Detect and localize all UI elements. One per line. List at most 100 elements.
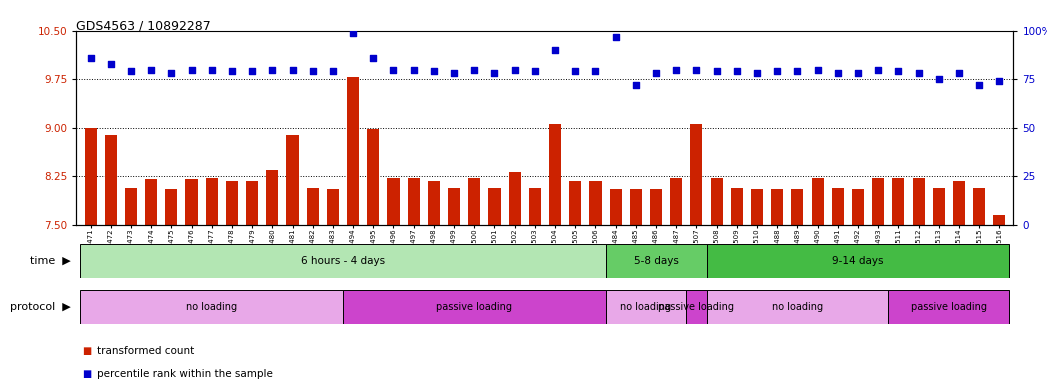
Point	[789, 68, 806, 74]
Bar	[226, 181, 238, 225]
Point	[890, 68, 907, 74]
Point	[587, 68, 604, 74]
Bar	[347, 77, 359, 225]
Point	[325, 68, 341, 74]
Point	[527, 68, 543, 74]
Point	[224, 68, 241, 74]
Point	[607, 33, 624, 40]
Bar	[448, 188, 460, 225]
Point	[566, 68, 583, 74]
Point	[990, 78, 1007, 84]
Text: passive loading: passive loading	[437, 302, 512, 312]
Point	[547, 47, 563, 53]
Bar	[933, 188, 944, 225]
Point	[829, 70, 846, 76]
Bar	[707, 290, 888, 324]
Bar	[307, 188, 318, 225]
Point	[344, 30, 361, 36]
Point	[809, 66, 826, 73]
Point	[203, 66, 220, 73]
Point	[910, 70, 927, 76]
Point	[708, 68, 725, 74]
Point	[768, 68, 785, 74]
Point	[870, 66, 887, 73]
Bar	[81, 244, 605, 278]
Point	[749, 70, 765, 76]
Text: no loading: no loading	[772, 302, 823, 312]
Bar	[892, 178, 905, 225]
Text: protocol  ▶: protocol ▶	[10, 302, 71, 312]
Point	[142, 66, 159, 73]
Point	[385, 66, 402, 73]
Point	[931, 76, 948, 82]
Point	[446, 70, 463, 76]
Point	[244, 68, 261, 74]
Text: time  ▶: time ▶	[30, 256, 71, 266]
Bar	[205, 178, 218, 225]
Bar	[711, 178, 722, 225]
Bar	[529, 188, 541, 225]
Bar	[287, 136, 298, 225]
Bar	[831, 188, 844, 225]
Bar	[81, 290, 343, 324]
Point	[305, 68, 321, 74]
Point	[365, 55, 382, 61]
Bar	[428, 181, 440, 225]
Bar	[407, 178, 420, 225]
Bar	[670, 178, 683, 225]
Bar	[488, 188, 500, 225]
Bar	[650, 189, 662, 225]
Text: GDS4563 / 10892287: GDS4563 / 10892287	[76, 19, 211, 32]
Point	[849, 70, 866, 76]
Point	[951, 70, 967, 76]
Bar	[811, 178, 824, 225]
Bar	[751, 189, 763, 225]
Bar	[605, 244, 707, 278]
Bar	[185, 179, 198, 225]
Point	[264, 66, 281, 73]
Point	[729, 68, 745, 74]
Text: transformed count: transformed count	[97, 346, 195, 356]
Point	[627, 82, 644, 88]
Bar	[387, 178, 400, 225]
Bar	[105, 136, 117, 225]
Bar	[913, 178, 925, 225]
Point	[466, 66, 483, 73]
Text: 6 hours - 4 days: 6 hours - 4 days	[300, 256, 385, 266]
Bar	[570, 181, 581, 225]
Point	[284, 66, 300, 73]
Point	[405, 66, 422, 73]
Text: 5-8 days: 5-8 days	[633, 256, 678, 266]
Bar	[367, 129, 379, 225]
Bar	[707, 244, 1009, 278]
Point	[507, 66, 524, 73]
Bar	[888, 290, 1009, 324]
Bar	[468, 178, 481, 225]
Bar	[605, 290, 687, 324]
Bar	[85, 128, 96, 225]
Point	[103, 61, 119, 67]
Point	[668, 66, 685, 73]
Text: 9-14 days: 9-14 days	[832, 256, 884, 266]
Bar	[509, 172, 520, 225]
Text: no loading: no loading	[621, 302, 671, 312]
Point	[83, 55, 99, 61]
Text: passive loading: passive loading	[659, 302, 734, 312]
Text: passive loading: passive loading	[911, 302, 987, 312]
Bar	[994, 215, 1005, 225]
Bar	[125, 188, 137, 225]
Bar	[343, 290, 605, 324]
Bar	[690, 124, 703, 225]
Point	[486, 70, 503, 76]
Bar	[266, 170, 279, 225]
Point	[183, 66, 200, 73]
Bar	[852, 189, 864, 225]
Text: percentile rank within the sample: percentile rank within the sample	[97, 369, 273, 379]
Bar	[792, 189, 803, 225]
Bar	[687, 290, 707, 324]
Bar	[165, 189, 177, 225]
Point	[163, 70, 180, 76]
Bar	[549, 124, 561, 225]
Bar	[327, 189, 339, 225]
Bar	[872, 178, 885, 225]
